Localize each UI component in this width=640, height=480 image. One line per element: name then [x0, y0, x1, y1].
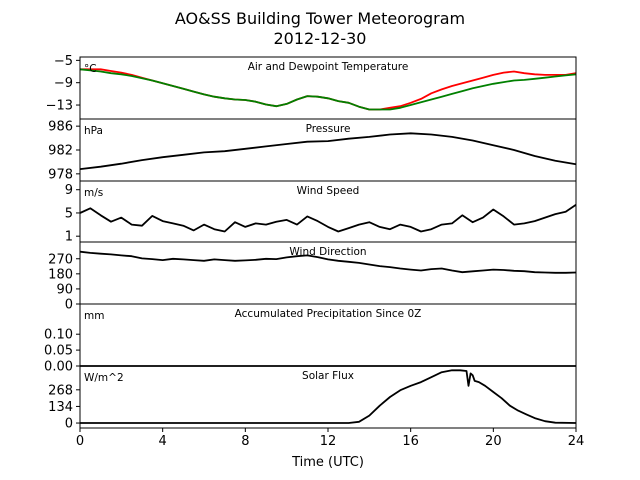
panel-title: Accumulated Precipitation Since 0Z: [235, 308, 422, 320]
panel-title: Pressure: [306, 123, 351, 135]
y-tick-label: 268: [48, 383, 73, 398]
series-line-3-0: [79, 250, 577, 274]
panel-title: Wind Direction: [289, 246, 366, 258]
y-tick-label: 1: [65, 230, 73, 245]
panel-unit: m/s: [84, 187, 103, 199]
panel-title: Solar Flux: [302, 370, 354, 382]
panel-unit: mm: [84, 310, 104, 322]
x-tick-label: 24: [568, 434, 585, 449]
panel-2: 9 5 1 Wind Speed m/s: [65, 180, 577, 245]
x-tick-label: 8: [241, 434, 249, 449]
figure-title: AO&SS Building Tower Meteorogram: [175, 9, 465, 28]
panels: −5 −9 −13 Air and Dewpoint Temperature °C 986…: [44, 54, 577, 432]
panel-0: −5 −9 −13 Air and Dewpoint Temperature °C: [46, 54, 577, 120]
figure-subtitle: 2012-12-30: [274, 29, 367, 48]
x-tick-label: 16: [402, 434, 419, 449]
panel-unit: W/m^2: [84, 372, 124, 384]
series-line-0-1: [79, 68, 577, 111]
y-tick-label: −5: [54, 54, 73, 69]
panel-unit: hPa: [84, 125, 103, 137]
panel-unit: °C: [84, 63, 97, 75]
y-tick-label: 0.05: [44, 344, 73, 359]
series-line-2-0: [79, 204, 577, 233]
panel-title: Wind Speed: [297, 185, 360, 197]
y-tick-label: 134: [48, 400, 73, 415]
x-axis-label: Time (UTC): [291, 455, 364, 470]
y-tick-label: 270: [48, 252, 73, 267]
series-line-0-0: [80, 68, 577, 111]
panel-title: Air and Dewpoint Temperature: [248, 61, 409, 73]
series-line-5-0: [80, 369, 577, 424]
y-tick-label: 0: [65, 298, 73, 313]
y-tick-label: 9: [65, 183, 73, 198]
y-tick-label: 0.00: [44, 360, 73, 375]
y-tick-label: 5: [65, 206, 73, 221]
panel-1: 986 982 978 Pressure hPa: [48, 118, 577, 182]
x-tick-label: 20: [485, 434, 502, 449]
y-tick-label: 986: [48, 120, 73, 135]
x-tick-label: 12: [320, 434, 337, 449]
y-tick-label: 0: [65, 417, 73, 432]
x-tick-label: 0: [76, 434, 84, 449]
y-tick-label: −13: [46, 99, 73, 114]
y-tick-label: 90: [56, 282, 73, 297]
y-tick-label: 0.10: [44, 328, 73, 343]
y-tick-label: 982: [48, 144, 73, 159]
y-tick-label: 978: [48, 167, 73, 182]
panel-4: 0.100.050.00 Accumulated Precipitation Si…: [44, 303, 577, 375]
x-axis: 0 4 8 12 16 20 24: [76, 428, 584, 449]
y-tick-label: −9: [54, 76, 73, 91]
panel-5: 268 134 0 Solar Flux W/m^2: [48, 365, 577, 432]
y-tick-label: 180: [48, 267, 73, 282]
series-line-1-0: [79, 132, 577, 170]
x-tick-label: 4: [159, 434, 167, 449]
